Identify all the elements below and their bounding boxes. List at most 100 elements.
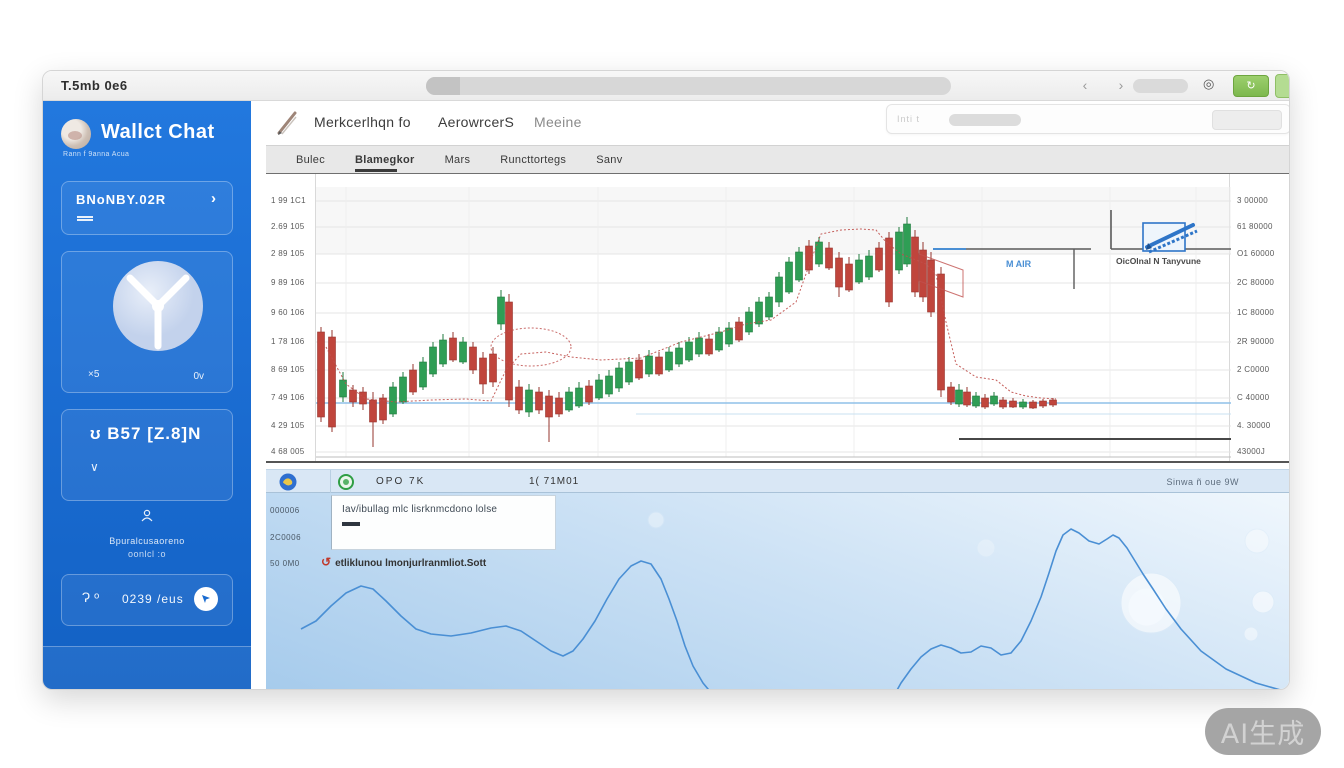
volume-line-chart xyxy=(300,511,1280,689)
search-button[interactable] xyxy=(1212,110,1282,130)
axis-label: 9 89 106 xyxy=(271,278,305,287)
sync-button[interactable]: ↻ xyxy=(1233,75,1269,97)
tab-1[interactable]: Blamegkor xyxy=(355,153,415,172)
tab-0[interactable]: Bulec xyxy=(296,153,326,166)
axis-label: 3 00000 xyxy=(1237,196,1269,205)
wheel-right-label: 0v xyxy=(193,371,204,382)
axis-label: 2 89 105 xyxy=(271,249,305,258)
action-label: 0239 /eus xyxy=(122,592,184,606)
symbol-code: OPO 7K xyxy=(376,476,426,487)
value-card[interactable]: ʊ B57 [Z.8]N ∨ xyxy=(61,409,233,501)
candlestick-plot[interactable]: M AIR OicOlnal N Tanyvune xyxy=(316,187,1231,458)
window-title: T.5mb 0e6 xyxy=(61,78,128,93)
sidebar-divider xyxy=(43,646,251,647)
sidebar: Wallct Chat Rann f 9anna Acua BNoNBY.02R… xyxy=(43,101,251,689)
axis-label: 8 69 105 xyxy=(271,365,305,374)
avatar[interactable] xyxy=(61,119,91,149)
panel-right-label: Sinwa ñ oue 9W xyxy=(1166,477,1239,487)
sidebar-footer xyxy=(43,647,251,689)
ai-watermark-badge: AI生成 xyxy=(1205,708,1321,755)
titlebar: T.5mb 0e6 ‹ › ◎ ↻ xyxy=(43,71,1289,101)
svg-text:OicOlnal N Tanyvune: OicOlnal N Tanyvune xyxy=(1116,256,1201,266)
balance-card[interactable]: BNoNBY.02R › xyxy=(61,181,233,235)
wheel-card[interactable]: ×5 0v xyxy=(61,251,233,393)
brand: Wallct Chat Rann f 9anna Acua xyxy=(43,101,251,171)
tab-3[interactable]: Runcttortegs xyxy=(500,153,567,166)
timestamp: 1( 71M01 xyxy=(529,476,580,487)
axis-label: 61 80000 xyxy=(1237,222,1273,231)
candlestick-chart[interactable]: 1 99 1C1 2.69 105 2 89 105 9 89 106 9 60 106… xyxy=(266,173,1289,463)
app-window: T.5mb 0e6 ‹ › ◎ ↻ Wallct Chat Rann f 9an… xyxy=(42,70,1290,690)
tab-4[interactable]: Sanv xyxy=(596,153,623,166)
axis-label: 2.69 105 xyxy=(271,222,305,231)
user-line-2: oonlcl :o xyxy=(127,549,167,559)
nav-item-1[interactable]: AerowrcerS xyxy=(438,114,515,130)
wheel-left-label: ×5 xyxy=(88,369,100,380)
panel-axis-label: 50 0M0 xyxy=(270,559,300,568)
svg-text:M AIR: M AIR xyxy=(1006,259,1032,269)
titlebar-mini-pill[interactable] xyxy=(1133,79,1188,93)
axis-label: 4. 30000 xyxy=(1237,421,1271,430)
annotation-line: ↺ etliklunou lmonjurlranmliot.Sott xyxy=(321,555,486,569)
wheel-icon xyxy=(113,261,203,351)
annotation-text: etliklunou lmonjurlranmliot.Sott xyxy=(335,558,487,569)
axis-label: 7 49 106 xyxy=(271,393,305,402)
balance-label: BNoNBY.02R xyxy=(76,192,167,207)
search-pill[interactable] xyxy=(949,114,1021,126)
axis-label: 9 60 106 xyxy=(271,308,305,317)
price-axis-left: 1 99 1C1 2.69 105 2 89 105 9 89 106 9 60 106… xyxy=(266,174,316,461)
globe-icon[interactable] xyxy=(279,473,297,491)
axis-label: 43000J xyxy=(1237,447,1266,456)
tooltip-text: Iav/ibullag mlc lisrknmcdono lolse xyxy=(342,504,498,515)
status-ring-icon[interactable] xyxy=(338,474,354,490)
pencil-icon xyxy=(277,111,297,135)
axis-label: 1 99 1C1 xyxy=(271,196,306,205)
tab-2[interactable]: Mars xyxy=(444,153,471,166)
draw-tool-icon xyxy=(1142,222,1198,254)
panel-axis-label: 2C0006 xyxy=(270,533,302,542)
search-card[interactable]: Inti t xyxy=(886,104,1289,134)
app-title: Wallct Chat xyxy=(101,121,215,143)
chevron-right-icon[interactable]: › xyxy=(211,190,216,207)
value-amount: ʊ B57 [Z.8]N xyxy=(90,424,202,443)
app-subtitle: Rann f 9anna Acua xyxy=(63,151,130,158)
axis-label: 4 68 005 xyxy=(271,447,305,456)
panel-header: OPO 7K 1( 71M01 Sinwa ñ oue 9W xyxy=(266,469,1289,494)
axis-label: 4 29 105 xyxy=(271,421,305,430)
tooltip-box: Iav/ibullag mlc lisrknmcdono lolse xyxy=(331,495,556,550)
tab-bar: Bulec Blamegkor Mars Runcttortegs Sanv xyxy=(266,145,1289,173)
tooltip-underline-mark xyxy=(342,522,360,526)
red-refresh-icon: ↺ xyxy=(321,555,332,569)
equal-dash-icon xyxy=(77,216,93,221)
action-card[interactable]: Ɂ ᵒ 0239 /eus xyxy=(61,574,233,626)
send-arrow-icon[interactable] xyxy=(194,587,218,611)
axis-label: 2C 80000 xyxy=(1237,278,1275,287)
axis-label: 1C 80000 xyxy=(1237,308,1275,317)
eye-icon[interactable]: ◎ xyxy=(1203,76,1215,91)
green-edge-button[interactable] xyxy=(1275,74,1289,98)
spacer xyxy=(266,463,1289,469)
chevron-down-icon[interactable]: ∨ xyxy=(90,460,99,474)
search-hint: Inti t xyxy=(897,114,921,124)
axis-label: 2 C0000 xyxy=(1237,365,1270,374)
nav-item-0[interactable]: Merkcerlhqn fo xyxy=(314,114,411,130)
main-content: Merkcerlhqn fo AerowrcerS Meeine Inti t Bu… xyxy=(251,101,1289,689)
panel-axis-label: 000006 xyxy=(270,506,300,515)
axis-label: 2R 90000 xyxy=(1237,337,1275,346)
axis-label: O1 60000 xyxy=(1237,249,1275,258)
action-prefix: Ɂ ᵒ xyxy=(82,589,100,605)
user-block: Bpuralcusaoreno oonlcl :o xyxy=(43,509,251,559)
top-nav: Merkcerlhqn fo AerowrcerS Meeine Inti t xyxy=(266,101,1289,145)
back-button[interactable]: ‹ xyxy=(1082,77,1088,93)
titlebar-pill[interactable] xyxy=(426,77,951,95)
person-icon xyxy=(141,509,153,522)
user-line-1: Bpuralcusaoreno xyxy=(109,536,185,546)
nav-item-2[interactable]: Meeine xyxy=(534,114,582,130)
price-axis-right: 3 00000 61 80000 O1 60000 2C 80000 1C 80000 2… xyxy=(1229,174,1289,461)
forward-button[interactable]: › xyxy=(1118,77,1124,93)
header-divider xyxy=(330,470,331,494)
volume-panel[interactable]: 000006 2C0006 50 0M0 Iav/ibullag mlc lisrk… xyxy=(266,493,1289,689)
axis-label: C 40000 xyxy=(1237,393,1270,402)
titlebar-pill-segment xyxy=(426,77,460,95)
axis-label: 1 78 106 xyxy=(271,337,305,346)
